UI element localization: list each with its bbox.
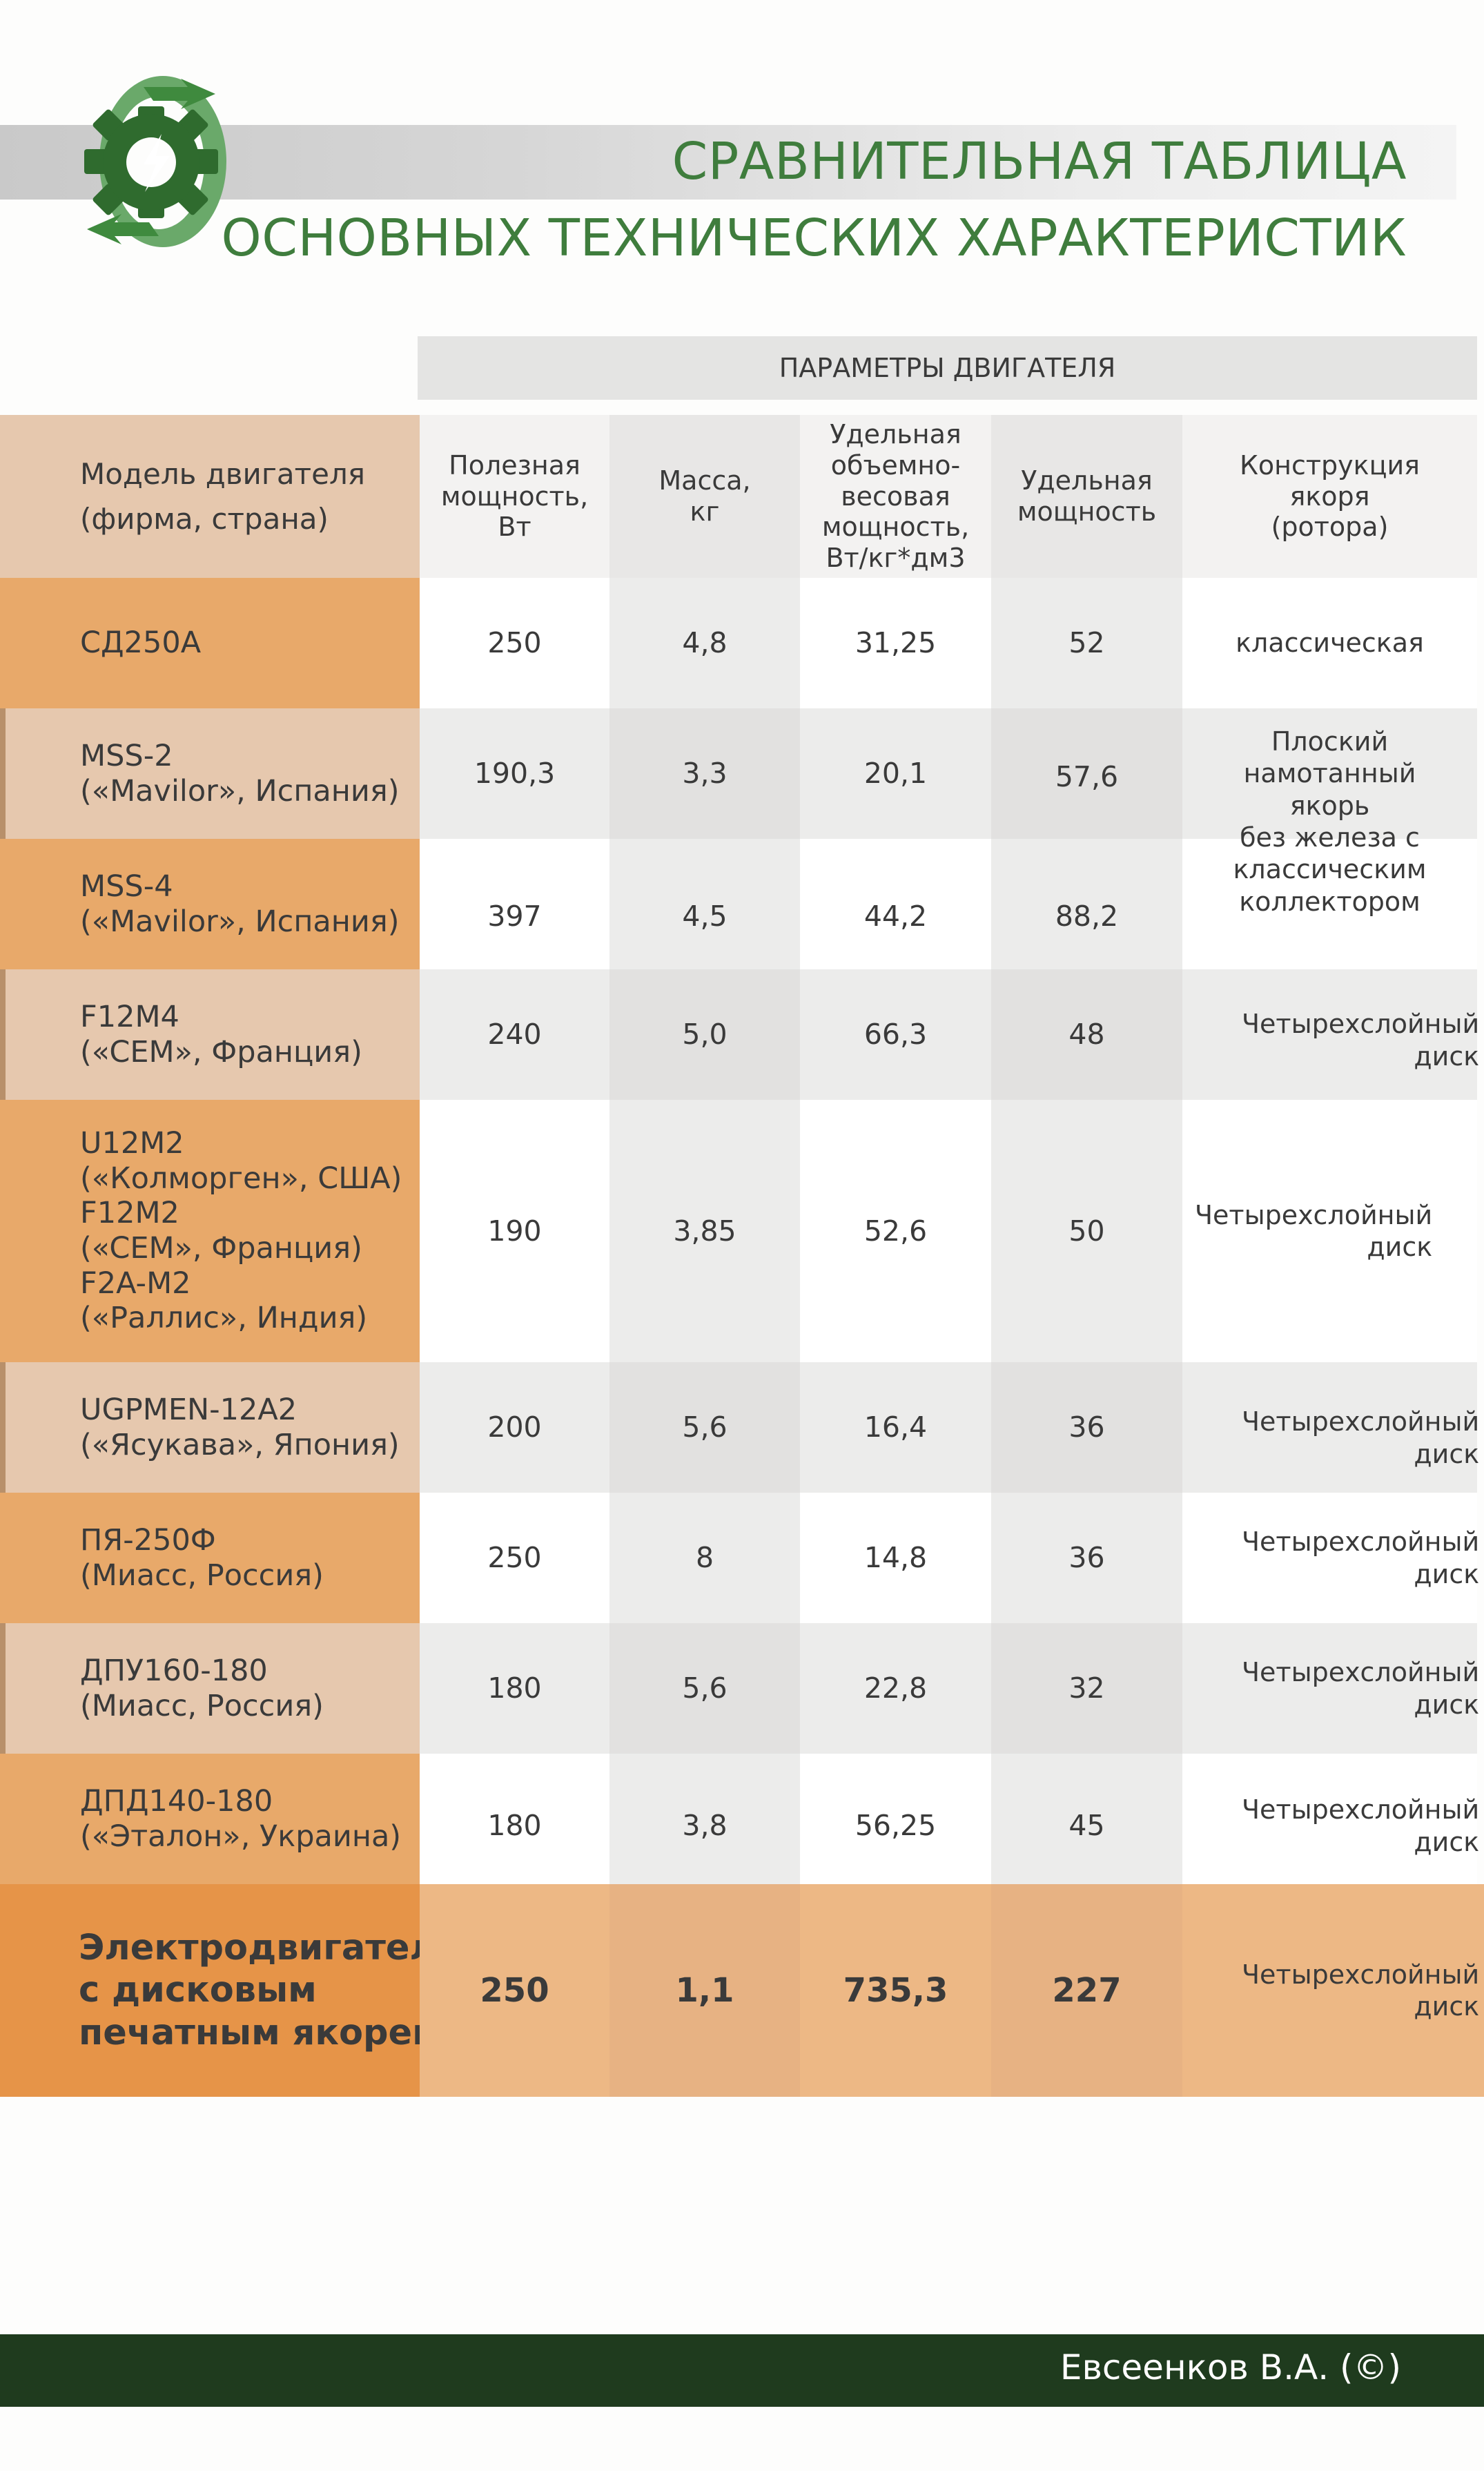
table-row: СД250А 250 4,8 31,25 52 классическая bbox=[0, 578, 1484, 708]
column-header-mass: Масса, кг bbox=[609, 415, 800, 578]
power-cell: 200 bbox=[420, 1362, 609, 1493]
model-cell: MSS-4 («Mavilor», Испания) bbox=[0, 839, 420, 969]
construction-bg bbox=[1182, 839, 1477, 969]
row-marker bbox=[0, 1362, 6, 1493]
specific-power-cell: 36 bbox=[991, 1493, 1182, 1623]
power-cell: 190,3 bbox=[420, 708, 609, 839]
specific-power-cell: 48 bbox=[991, 969, 1182, 1100]
construction-cell: Четырехслойный диск bbox=[1182, 1493, 1479, 1623]
power-cell: 180 bbox=[420, 1623, 609, 1754]
specific-power-cell: 88,2 bbox=[991, 839, 1182, 969]
volume-power-cell: 14,8 bbox=[800, 1493, 991, 1623]
power-cell: 397 bbox=[420, 839, 609, 969]
column-header-power: Полезная мощность, Вт bbox=[420, 415, 609, 578]
volume-power-cell: 22,8 bbox=[800, 1623, 991, 1754]
construction-cell: Четырехслойный диск bbox=[1182, 1884, 1484, 2097]
volume-power-cell: 44,2 bbox=[800, 839, 991, 969]
page-title-line-1: СРАВНИТЕЛЬНАЯ ТАБЛИЦА bbox=[672, 132, 1407, 191]
specific-power-cell: 45 bbox=[991, 1754, 1182, 1884]
table-row-highlight: Электродвигатель с дисковым печатным яко… bbox=[0, 1884, 1484, 2097]
row-marker bbox=[0, 969, 6, 1100]
table-row: ПЯ-250Ф (Миасс, Россия) 250 8 14,8 36 Че… bbox=[0, 1493, 1484, 1623]
construction-bg bbox=[1182, 708, 1477, 839]
mass-cell: 5,6 bbox=[609, 1362, 800, 1493]
mass-cell: 4,8 bbox=[609, 578, 800, 708]
construction-cell: Четырехслойный диск bbox=[1182, 1754, 1479, 1884]
mass-cell: 3,8 bbox=[609, 1754, 800, 1884]
model-cell: UGPMEN-12A2 («Ясукава», Япония) bbox=[0, 1362, 420, 1493]
row-marker bbox=[0, 1623, 6, 1754]
specific-power-cell: 52 bbox=[991, 578, 1182, 708]
volume-power-cell: 66,3 bbox=[800, 969, 991, 1100]
model-cell: U12M2 («Колморген», США) F12M2 («CEM», Ф… bbox=[0, 1100, 420, 1362]
footer-bar bbox=[0, 2334, 1484, 2407]
construction-cell: Четырехслойный диск bbox=[1182, 1362, 1479, 1493]
specific-power-cell: 36 bbox=[991, 1362, 1182, 1493]
page-title-line-2: ОСНОВНЫХ ТЕХНИЧЕСКИХ ХАРАКТЕРИСТИК bbox=[221, 209, 1407, 268]
power-cell: 240 bbox=[420, 969, 609, 1100]
power-cell: 250 bbox=[420, 1493, 609, 1623]
column-header-specific-power: Удельная мощность bbox=[991, 415, 1182, 578]
mass-cell: 3,85 bbox=[609, 1100, 800, 1362]
gear-recycle-lightning-icon bbox=[84, 76, 226, 247]
specific-power-cell: 227 bbox=[991, 1884, 1182, 2097]
mass-cell: 1,1 bbox=[609, 1884, 800, 2097]
table-row: F12M4 («CEM», Франция) 240 5,0 66,3 48 Ч… bbox=[0, 969, 1484, 1100]
table-row: ДПУ160-180 (Миасс, Россия) 180 5,6 22,8 … bbox=[0, 1623, 1484, 1754]
header-band bbox=[0, 125, 1456, 200]
power-cell: 250 bbox=[420, 1884, 609, 2097]
mass-cell: 3,3 bbox=[609, 708, 800, 839]
volume-power-cell: 735,3 bbox=[800, 1884, 991, 2097]
model-cell: MSS-2 («Mavilor», Испания) bbox=[0, 708, 420, 839]
table-header-row: Модель двигателя (фирма, страна) Полезна… bbox=[0, 415, 1484, 578]
power-cell: 250 bbox=[420, 578, 609, 708]
table-row: U12M2 («Колморген», США) F12M2 («CEM», Ф… bbox=[0, 1100, 1484, 1362]
power-cell: 180 bbox=[420, 1754, 609, 1884]
model-cell: F12M4 («CEM», Франция) bbox=[0, 969, 420, 1100]
model-cell: СД250А bbox=[0, 578, 420, 708]
table-row: ДПД140-180 («Эталон», Украина) 180 3,8 5… bbox=[0, 1754, 1484, 1884]
construction-cell-merged: Плоский намотанный якорь без железа с кл… bbox=[1233, 726, 1427, 917]
row-marker bbox=[0, 708, 6, 839]
model-cell: ДПД140-180 («Эталон», Украина) bbox=[0, 1754, 420, 1884]
volume-power-cell: 20,1 bbox=[800, 708, 991, 839]
specific-power-cell: 50 bbox=[991, 1100, 1182, 1362]
mass-cell: 8 bbox=[609, 1493, 800, 1623]
volume-power-cell: 16,4 bbox=[800, 1362, 991, 1493]
volume-power-cell: 56,25 bbox=[800, 1754, 991, 1884]
mass-cell: 4,5 bbox=[609, 839, 800, 969]
table-row: UGPMEN-12A2 («Ясукава», Япония) 200 5,6 … bbox=[0, 1362, 1484, 1493]
volume-power-cell: 31,25 bbox=[800, 578, 991, 708]
construction-cell: Четырехслойный диск bbox=[1182, 1623, 1479, 1754]
construction-cell: Четырехслойный диск bbox=[1182, 969, 1479, 1100]
mass-cell: 5,6 bbox=[609, 1623, 800, 1754]
engine-parameters-header: ПАРАМЕТРЫ ДВИГАТЕЛЯ bbox=[418, 336, 1477, 400]
volume-power-cell: 52,6 bbox=[800, 1100, 991, 1362]
mass-cell: 5,0 bbox=[609, 969, 800, 1100]
author-credit: Евсеенков В.А. (©) bbox=[1060, 2347, 1401, 2387]
construction-cell: классическая bbox=[1182, 578, 1477, 708]
specific-power-cell: 57,6 bbox=[991, 708, 1182, 839]
construction-cell: Четырехслойный диск bbox=[1182, 1100, 1477, 1362]
table-row: MSS-2 («Mavilor», Испания) 190,3 3,3 20,… bbox=[0, 708, 1484, 839]
model-cell: ПЯ-250Ф (Миасс, Россия) bbox=[0, 1493, 420, 1623]
specific-power-cell: 32 bbox=[991, 1623, 1182, 1754]
model-cell: Электродвигатель с дисковым печатным яко… bbox=[0, 1884, 458, 2097]
model-cell: ДПУ160-180 (Миасс, Россия) bbox=[0, 1623, 420, 1754]
column-header-construction: Конструкция якоря (ротора) bbox=[1182, 415, 1477, 578]
column-header-model: Модель двигателя (фирма, страна) bbox=[0, 415, 420, 578]
power-cell: 190 bbox=[420, 1100, 609, 1362]
table-row: MSS-4 («Mavilor», Испания) 397 4,5 44,2 … bbox=[0, 839, 1484, 969]
column-header-volume-power: Удельная объемно- весовая мощность, Вт/к… bbox=[800, 415, 991, 578]
